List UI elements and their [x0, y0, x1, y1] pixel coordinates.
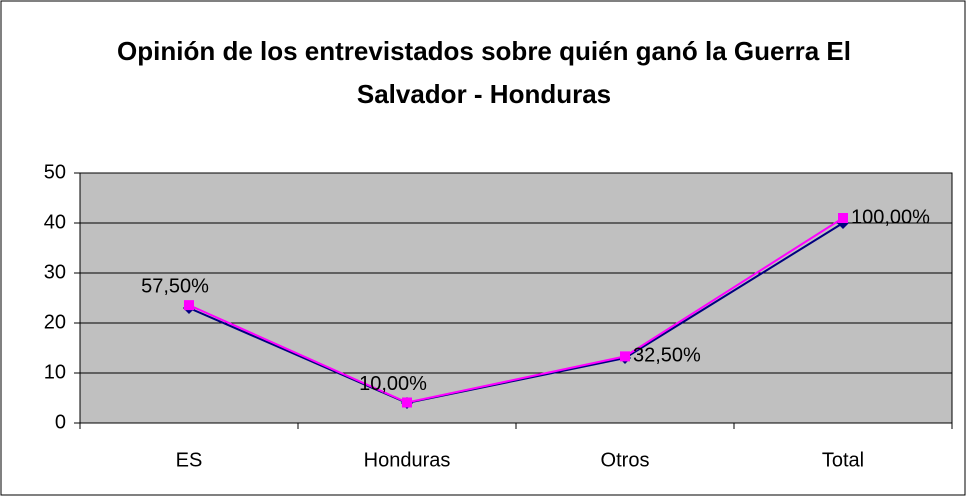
marker: [402, 397, 412, 408]
x-tick-label: Honduras: [364, 449, 451, 471]
y-tick-label: 0: [55, 411, 66, 433]
x-tick-label: Otros: [601, 449, 650, 471]
y-tick-label: 50: [44, 161, 66, 183]
y-tick-label: 40: [44, 211, 66, 233]
chart-title: Opinión de los entrevistados sobre quién…: [117, 36, 851, 109]
marker: [620, 351, 630, 362]
data-label: 100,00%: [851, 206, 930, 228]
x-tick-label: Total: [822, 449, 864, 471]
y-tick-label: 10: [44, 361, 66, 383]
marker: [184, 300, 194, 311]
x-tick-label: ES: [176, 449, 203, 471]
data-label: 32,50%: [633, 345, 701, 367]
series-line: [188, 222, 844, 405]
data-label: 57,50%: [141, 275, 209, 297]
plot-area: [79, 172, 953, 424]
series-line: [188, 217, 844, 404]
marker: [838, 213, 848, 223]
y-tick-label: 30: [44, 261, 66, 283]
y-tick-label: 20: [44, 311, 66, 333]
data-label: 10,00%: [359, 373, 427, 395]
